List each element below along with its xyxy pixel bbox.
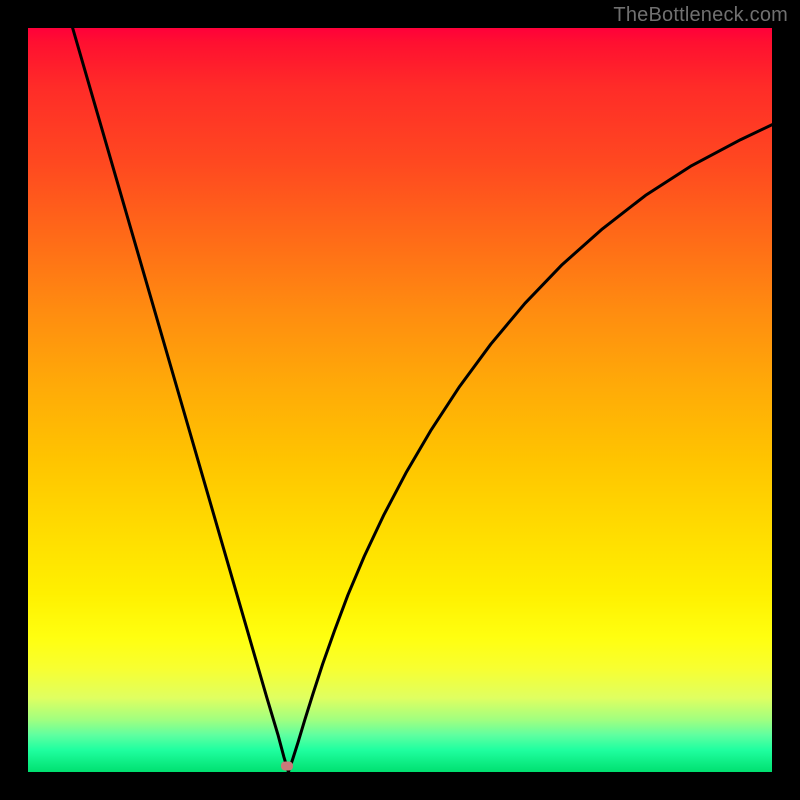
- watermark-text: TheBottleneck.com: [613, 4, 788, 27]
- plot-area: [28, 28, 772, 772]
- bottleneck-curve: [73, 28, 772, 772]
- optimum-marker: [281, 762, 293, 771]
- curve-svg: [28, 28, 772, 772]
